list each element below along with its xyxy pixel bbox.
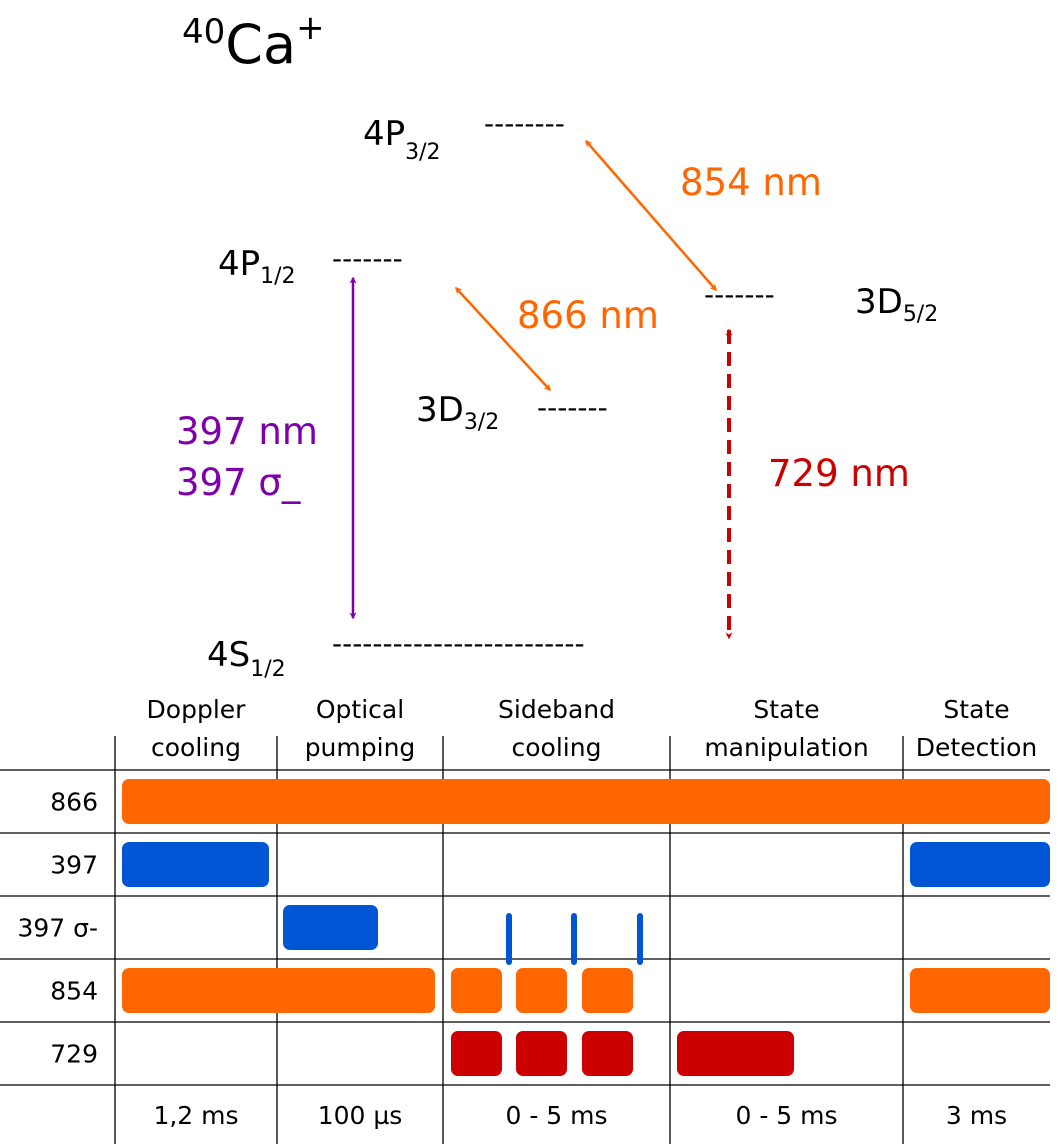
- level-4S12-name: 4S: [207, 635, 250, 675]
- level-4P32-line: --------: [484, 107, 565, 140]
- pulse-397-sigma-short: [637, 913, 643, 965]
- level-4P32-name: 4P: [363, 114, 405, 154]
- level-3D32: 3D3/2 -------: [416, 390, 608, 435]
- phase-duration: 3 ms: [946, 1101, 1007, 1130]
- phase-duration: 1,2 ms: [153, 1101, 238, 1130]
- level-4P32: 4P3/2 --------: [363, 107, 565, 165]
- pulse-854: [122, 968, 435, 1013]
- row-label: 397: [50, 851, 98, 880]
- level-3D32-sub: 3/2: [464, 410, 499, 435]
- pulse-397-sigma-short: [506, 913, 512, 965]
- arrow-854: [585, 139, 717, 292]
- row-label: 866: [50, 788, 98, 817]
- label-397-sigma: 397 σ_: [176, 461, 301, 504]
- pulse-397-σ-: [283, 905, 378, 950]
- phase-duration: 0 - 5 ms: [735, 1101, 837, 1130]
- level-3D52-name: 3D: [855, 282, 903, 322]
- level-4P12-line: -------: [332, 242, 403, 275]
- pulse-854: [910, 968, 1050, 1013]
- level-3D32-name: 3D: [416, 390, 464, 430]
- pulse-854: [451, 968, 502, 1013]
- svg-text:4S1/2: 4S1/2: [207, 635, 286, 682]
- level-4S12: 4S1/2 -------------------------: [207, 627, 585, 682]
- level-4P32-sub: 3/2: [405, 140, 440, 165]
- pulse-397: [910, 842, 1050, 887]
- pulse-397: [122, 842, 269, 887]
- pulse-729: [582, 1031, 633, 1076]
- level-3D52-sub: 5/2: [903, 302, 938, 327]
- pulse-729: [677, 1031, 794, 1076]
- level-4P12-name: 4P: [218, 244, 260, 284]
- ion-title: 40Ca+: [182, 8, 325, 76]
- phase-header-line1: Optical: [316, 695, 404, 724]
- row-label: 854: [50, 977, 98, 1006]
- level-4S12-line: -------------------------: [332, 627, 585, 660]
- level-4S12-sub: 1/2: [250, 657, 285, 682]
- label-729: 729 nm: [768, 452, 910, 495]
- phase-header-line2: cooling: [151, 733, 241, 762]
- phase-header-line1: State: [753, 695, 819, 724]
- phase-duration: 100 µs: [318, 1101, 403, 1130]
- phase-header-line2: Detection: [916, 733, 1037, 762]
- svg-text:4P1/2: 4P1/2: [218, 244, 296, 289]
- element-symbol: Ca: [225, 13, 296, 76]
- pulse-729: [516, 1031, 567, 1076]
- level-4P12: 4P1/2 -------: [218, 242, 403, 289]
- pulse-sequence-table: Doppler cooling 1,2 ms Optical pumping 100 µs…: [0, 695, 1050, 1144]
- svg-text:4P3/2: 4P3/2: [363, 114, 441, 165]
- pulse-866: [122, 779, 1050, 824]
- row-label: 397 σ-: [17, 914, 98, 943]
- phase-header-line2: manipulation: [704, 733, 868, 762]
- level-3D52-line: -------: [704, 278, 775, 311]
- row-label: 729: [50, 1040, 98, 1069]
- label-397: 397 nm: [176, 410, 318, 453]
- pulse-729: [451, 1031, 502, 1076]
- phase-header-line1: State: [943, 695, 1009, 724]
- svg-text:3D3/2: 3D3/2: [416, 390, 499, 435]
- label-866: 866 nm: [517, 294, 659, 337]
- arrow-866: [455, 286, 551, 392]
- label-854: 854 nm: [680, 161, 822, 204]
- phase-header-line2: pumping: [305, 733, 416, 762]
- phase-header-line2: cooling: [512, 733, 602, 762]
- mass-number: 40: [182, 12, 225, 52]
- phase-duration: 0 - 5 ms: [505, 1101, 607, 1130]
- svg-text:3D5/2: 3D5/2: [855, 282, 938, 327]
- level-3D32-line: -------: [537, 391, 608, 424]
- level-4P12-sub: 1/2: [260, 264, 295, 289]
- pulse-854: [516, 968, 567, 1013]
- pulse-854: [582, 968, 633, 1013]
- level-3D52: ------- 3D5/2: [704, 278, 938, 327]
- ion-charge: +: [296, 8, 325, 48]
- phase-header-line1: Doppler: [147, 695, 247, 724]
- pulse-397-sigma-short: [571, 913, 577, 965]
- phase-header-line1: Sideband: [498, 695, 615, 724]
